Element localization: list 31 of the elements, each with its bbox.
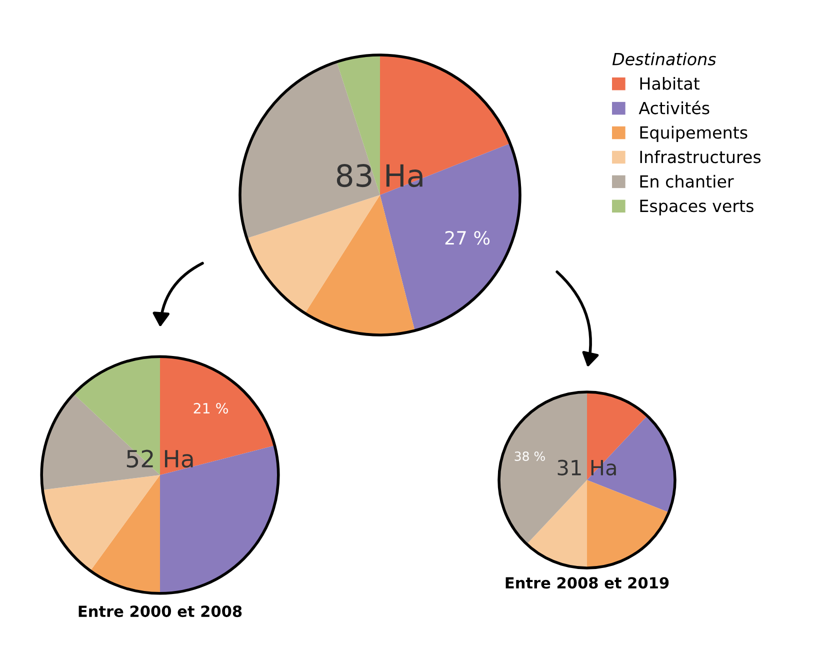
pie-slice xyxy=(90,475,160,594)
data-label: 21 % xyxy=(194,402,228,414)
legend-label: Habitat xyxy=(640,76,700,90)
pie-slice xyxy=(240,62,380,238)
legend-label: Infrastructures xyxy=(640,150,761,164)
pie-slice xyxy=(526,480,587,568)
data-label: 27 % xyxy=(445,230,490,245)
legend-title: Destinations xyxy=(612,52,716,66)
pie-slice xyxy=(160,356,275,475)
legend-label: Activités xyxy=(638,100,710,114)
pie-slice xyxy=(587,416,675,512)
pie-slice xyxy=(587,480,669,568)
pie-slice xyxy=(304,195,415,335)
legend-label: En chantier xyxy=(640,174,734,188)
pie-slice xyxy=(160,446,278,594)
text: Entre 2008 et 2019 xyxy=(506,577,669,589)
pie-slice xyxy=(380,143,520,331)
pie-slice xyxy=(74,356,160,475)
pie-slice xyxy=(246,195,380,314)
text: Entre 2000 et 2008 xyxy=(78,606,242,618)
pie-slice xyxy=(336,55,380,195)
legend-label: Equipements xyxy=(640,126,748,142)
pie-slice xyxy=(499,392,587,544)
pie-slice xyxy=(42,475,160,571)
text: 52 Ha xyxy=(126,450,193,468)
pie-slice xyxy=(380,55,510,195)
text: 83 Ha xyxy=(336,164,422,188)
pie-slice xyxy=(587,392,648,480)
legend-label: Espaces verts xyxy=(640,200,754,216)
data-label: 38 % xyxy=(514,451,545,461)
pie-slice xyxy=(42,394,160,490)
